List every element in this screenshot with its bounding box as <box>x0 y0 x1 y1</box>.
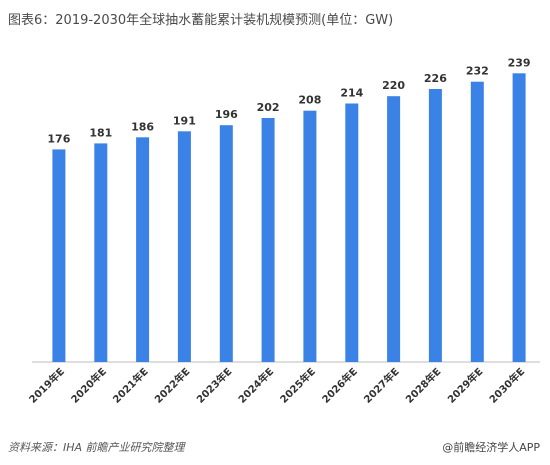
data-label: 196 <box>215 108 238 121</box>
data-label: 239 <box>508 56 531 69</box>
x-tick-label: 2024年E <box>235 365 276 406</box>
data-label: 232 <box>466 65 489 78</box>
bar-2028年E <box>428 89 442 362</box>
x-tick-label: 2028年E <box>403 365 444 406</box>
bar-2026年E <box>345 103 359 362</box>
data-label: 226 <box>424 72 447 85</box>
data-label: 191 <box>173 114 196 127</box>
bar-2020年E <box>94 143 108 362</box>
x-tick-label: 2029年E <box>445 365 486 406</box>
brand-label: @前瞻经济学人APP <box>442 441 540 454</box>
bar-2029年E <box>470 81 484 362</box>
bar-2021年E <box>136 137 150 362</box>
bar-2024年E <box>261 118 275 362</box>
data-label: 181 <box>89 126 112 139</box>
data-label: 202 <box>257 101 280 114</box>
x-tick-label: 2027年E <box>361 365 402 406</box>
data-label: 208 <box>298 94 321 107</box>
data-label: 186 <box>131 120 154 133</box>
bar-2030年E <box>512 73 526 363</box>
data-label: 176 <box>47 132 70 145</box>
data-label: 214 <box>340 87 363 100</box>
x-tick-label: 2025年E <box>277 365 318 406</box>
bar-2025年E <box>303 110 317 362</box>
x-tick-label: 2022年E <box>152 365 193 406</box>
x-tick-label: 2020年E <box>68 365 109 406</box>
x-tick-label: 2023年E <box>194 365 235 406</box>
bar-2023年E <box>219 125 233 362</box>
bar-2027年E <box>387 96 401 362</box>
bar-2022年E <box>177 131 191 362</box>
x-tick-label: 2019年E <box>26 365 67 406</box>
x-tick-label: 2026年E <box>319 365 360 406</box>
x-tick-label: 2021年E <box>110 365 151 406</box>
source-note: 资料来源：IHA 前瞻产业研究院整理 <box>8 441 185 454</box>
chart-title: 图表6：2019-2030年全球抽水蓄能累计装机规模预测(单位：GW) <box>8 13 394 28</box>
data-label: 220 <box>382 79 405 92</box>
x-tick-label: 2030年E <box>486 365 527 406</box>
bar-2019年E <box>52 149 66 362</box>
